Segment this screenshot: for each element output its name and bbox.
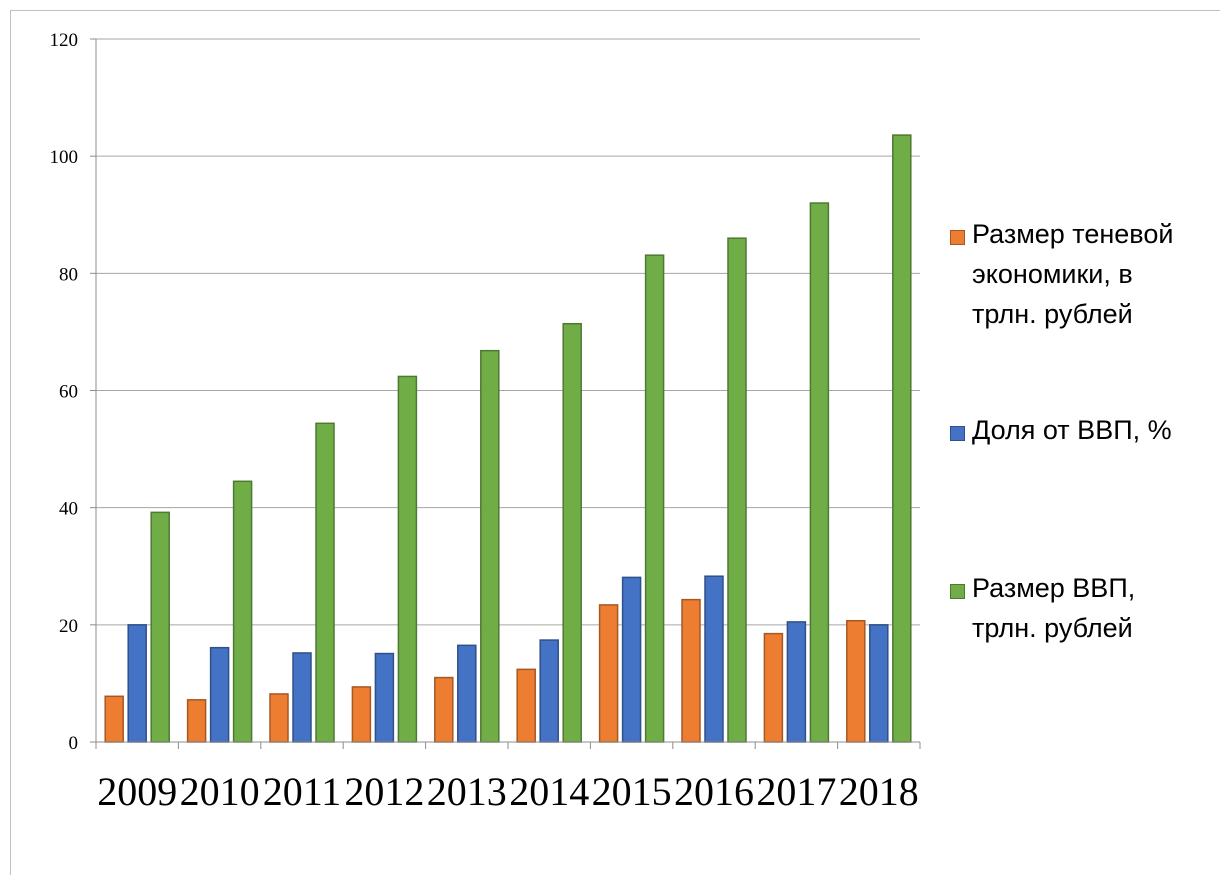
bar-2009-series-0 [104, 695, 124, 743]
bar-2018-series-1 [869, 624, 889, 743]
bar-2016-series-2 [727, 237, 747, 743]
legend-item-gdp-size: Размер ВВП, трлн. рублей [950, 573, 1202, 648]
bar-2009-series-2 [150, 511, 170, 743]
bar-2013-series-0 [434, 676, 454, 743]
bar-2014-series-0 [516, 668, 536, 743]
gridlines [96, 38, 920, 626]
y-tick-labels: 0 20 40 60 80 100 120 [50, 30, 79, 754]
y-tick-label: 100 [50, 147, 79, 168]
bar-2018-series-2 [892, 134, 912, 743]
bar-2009-series-1 [127, 624, 147, 743]
bar-2011-series-1 [292, 652, 312, 743]
legend-label: Доля от ВВП, % [972, 415, 1172, 445]
bar-2012-series-1 [374, 652, 395, 743]
x-tick-label: 2011 [263, 769, 342, 814]
y-tick-label: 20 [59, 616, 78, 637]
x-tick-label: 2010 [180, 769, 260, 814]
axes [90, 38, 921, 749]
legend-swatch-orange [950, 230, 965, 245]
bar-2018-series-0 [846, 619, 866, 743]
bar-2017-series-0 [763, 632, 784, 743]
bar-2010-series-0 [186, 699, 207, 743]
bars [104, 134, 912, 743]
x-tick-label: 2013 [427, 769, 507, 814]
x-tick-label: 2017 [756, 769, 836, 814]
bar-2015-series-0 [598, 604, 619, 743]
legend-label: Размер ВВП, трлн. рублей [972, 573, 1136, 643]
bar-2014-series-2 [562, 322, 582, 743]
bar-2010-series-1 [209, 646, 230, 743]
y-tick-label: 0 [69, 733, 79, 754]
bar-2014-series-1 [539, 639, 559, 743]
legend-swatch-blue [950, 426, 965, 441]
bar-2012-series-2 [397, 375, 418, 743]
bar-2013-series-1 [457, 644, 477, 743]
y-tick-label: 80 [59, 264, 78, 285]
bar-2016-series-0 [681, 598, 701, 743]
legend-item-gdp-share: Доля от ВВП, % [950, 415, 1202, 450]
bar-2015-series-2 [644, 254, 665, 743]
bar-2013-series-2 [480, 349, 500, 743]
legend-swatch-green [950, 584, 965, 599]
legend-item-shadow-economy: Размер теневой экономики, в трлн. рублей [950, 219, 1202, 334]
x-tick-labels: 2009 2010 2011 2012 2013 2014 2015 2016 2017 2018 [97, 769, 919, 814]
x-tick-label: 2009 [97, 769, 177, 814]
legend-label: Размер теневой экономики, в трлн. рублей [972, 219, 1174, 329]
y-tick-label: 40 [59, 499, 78, 520]
y-tick-label: 60 [59, 382, 78, 403]
bar-2015-series-1 [621, 576, 642, 743]
bar-2011-series-0 [269, 693, 289, 743]
y-tick-label: 120 [50, 30, 79, 51]
x-tick-label: 2014 [509, 769, 589, 814]
bar-2011-series-2 [315, 422, 335, 743]
bar-2017-series-2 [809, 202, 830, 743]
x-tick-label: 2018 [839, 769, 919, 814]
x-tick-label: 2012 [344, 769, 424, 814]
bar-2010-series-2 [232, 480, 253, 743]
chart-frame [10, 10, 1220, 875]
bar-2017-series-1 [786, 621, 807, 743]
x-tick-label: 2016 [674, 769, 754, 814]
bar-2016-series-1 [704, 575, 724, 743]
bar-2012-series-0 [351, 686, 372, 743]
x-tick-label: 2015 [592, 769, 672, 814]
